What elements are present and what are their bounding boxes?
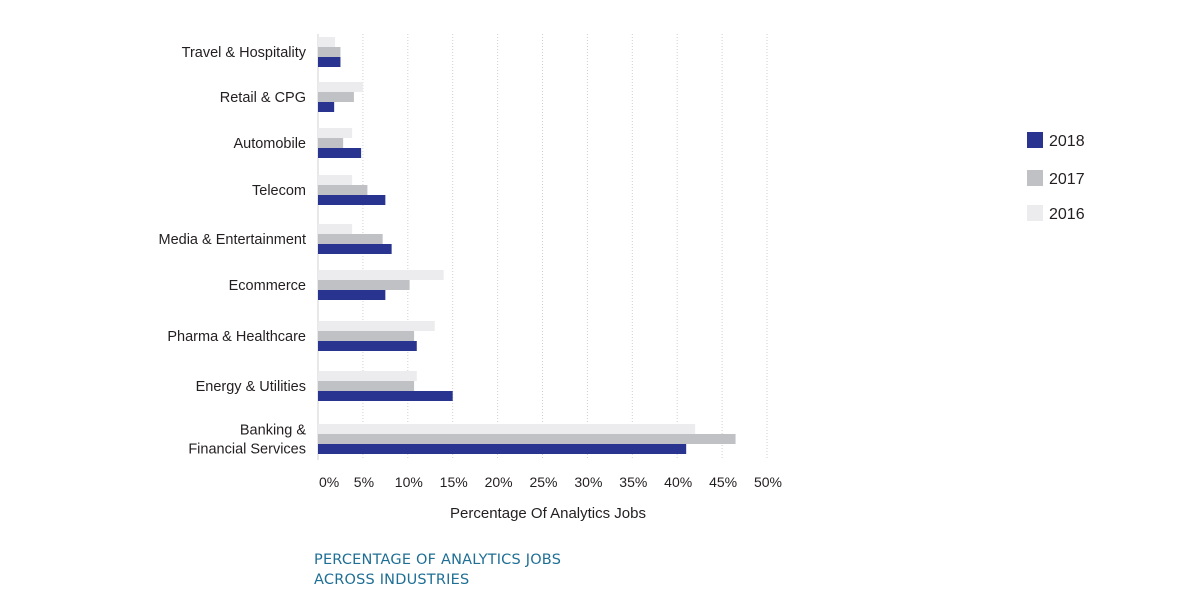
legend-swatch-2017 (1027, 170, 1043, 186)
bar-2017 (318, 381, 415, 391)
bar-2018 (318, 195, 386, 205)
x-tick-label: 0% (319, 474, 339, 490)
caption-line-2: ACROSS INDUSTRIES (314, 572, 470, 588)
x-tick-label: 30% (574, 474, 602, 490)
bar-2018 (318, 57, 341, 67)
category-label: Ecommerce (229, 278, 306, 294)
bar-2016 (318, 82, 363, 92)
category-label: Media & Entertainment (159, 232, 307, 248)
bar-2016 (318, 175, 353, 185)
bar-2017 (318, 434, 736, 444)
category-label: Automobile (233, 136, 306, 152)
x-axis-label: Percentage Of Analytics Jobs (450, 505, 646, 522)
legend-swatch-2018 (1027, 132, 1043, 148)
bar-2018 (318, 341, 417, 351)
legend-label-2018: 2018 (1049, 133, 1085, 150)
bar-2017 (318, 280, 410, 290)
category-label: Financial Services (188, 442, 306, 458)
x-tick-label: 35% (619, 474, 647, 490)
legend-label-2016: 2016 (1049, 206, 1085, 223)
bar-2017 (318, 185, 368, 195)
bar-2016 (318, 321, 435, 331)
bar-2018 (318, 148, 362, 158)
x-tick-label: 20% (485, 474, 513, 490)
bar-2017 (318, 47, 341, 57)
chart-caption: PERCENTAGE OF ANALYTICS JOBS ACROSS INDU… (314, 550, 561, 590)
bar-2018 (318, 244, 392, 254)
x-tick-label: 40% (664, 474, 692, 490)
bar-2016 (318, 371, 417, 381)
x-tick-label: 5% (354, 474, 374, 490)
legend-swatch-2016 (1027, 205, 1043, 221)
bar-2016 (318, 270, 444, 280)
legend-label-2017: 2017 (1049, 171, 1085, 188)
category-label: Pharma & Healthcare (167, 329, 306, 345)
category-label: Banking & (240, 423, 306, 439)
bar-2016 (318, 224, 353, 234)
x-tick-label: 15% (440, 474, 468, 490)
bar-2018 (318, 290, 386, 300)
x-tick-label: 45% (709, 474, 737, 490)
bar-2017 (318, 234, 383, 244)
bar-2018 (318, 444, 687, 454)
bar-2017 (318, 138, 344, 148)
bar-2016 (318, 37, 336, 47)
category-label: Telecom (252, 183, 306, 199)
category-label: Retail & CPG (220, 90, 306, 106)
category-label: Travel & Hospitality (182, 45, 307, 61)
x-tick-label: 25% (529, 474, 557, 490)
bar-2018 (318, 102, 335, 112)
bar-2017 (318, 331, 415, 341)
bar-2017 (318, 92, 354, 102)
bar-2016 (318, 424, 696, 434)
x-tick-label: 50% (754, 474, 782, 490)
category-label: Energy & Utilities (196, 379, 306, 395)
caption-line-1: PERCENTAGE OF ANALYTICS JOBS (314, 552, 562, 568)
bar-2018 (318, 391, 453, 401)
x-tick-label: 10% (395, 474, 423, 490)
bar-2016 (318, 128, 353, 138)
